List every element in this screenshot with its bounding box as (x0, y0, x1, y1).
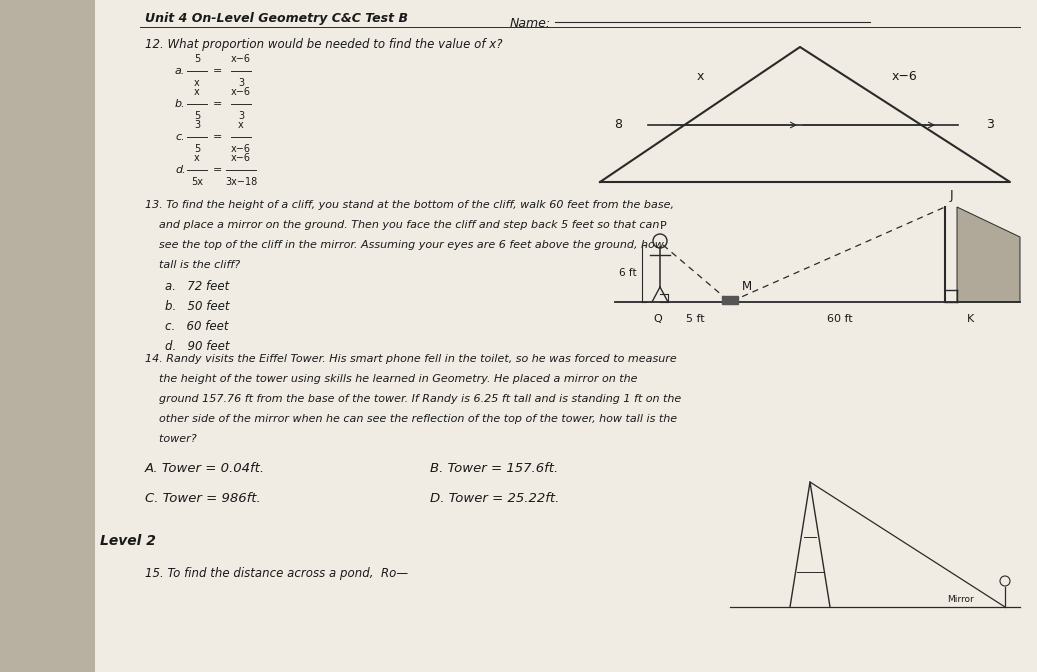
Text: J: J (950, 189, 954, 202)
Text: =: = (213, 165, 222, 175)
Text: Level 2: Level 2 (100, 534, 156, 548)
Text: =: = (213, 66, 222, 76)
Text: 3: 3 (237, 78, 244, 88)
Text: a.   72 feet: a. 72 feet (165, 280, 229, 293)
Text: 15. To find the distance across a pond,  Ro—: 15. To find the distance across a pond, … (145, 567, 409, 580)
Text: x−6: x−6 (892, 70, 918, 83)
Text: 5: 5 (194, 144, 200, 154)
Text: Q: Q (653, 314, 663, 324)
Text: D. Tower = 25.22ft.: D. Tower = 25.22ft. (430, 492, 559, 505)
Text: Mirror: Mirror (947, 595, 974, 604)
Text: 5: 5 (194, 111, 200, 121)
Text: x: x (194, 87, 200, 97)
Text: 8: 8 (614, 118, 622, 130)
Text: 3x−18: 3x−18 (225, 177, 257, 187)
Text: and place a mirror on the ground. Then you face the cliff and step back 5 feet s: and place a mirror on the ground. Then y… (145, 220, 660, 230)
Text: 3: 3 (986, 118, 993, 130)
Text: x: x (239, 120, 244, 130)
Text: x−6: x−6 (231, 54, 251, 64)
Text: 5x: 5x (191, 177, 203, 187)
Text: Unit 4 On-Level Geometry C&C Test B: Unit 4 On-Level Geometry C&C Test B (145, 12, 408, 25)
Text: A. Tower = 0.04ft.: A. Tower = 0.04ft. (145, 462, 265, 475)
Text: x: x (194, 153, 200, 163)
Text: x−6: x−6 (231, 87, 251, 97)
Text: ground 157.76 ft from the base of the tower. If Randy is 6.25 ft tall and is sta: ground 157.76 ft from the base of the to… (145, 394, 681, 404)
Text: P: P (660, 221, 667, 231)
Text: 5 ft: 5 ft (685, 314, 704, 324)
Text: d.   90 feet: d. 90 feet (165, 340, 229, 353)
Text: other side of the mirror when he can see the reflection of the top of the tower,: other side of the mirror when he can see… (145, 414, 677, 424)
Text: b.   50 feet: b. 50 feet (165, 300, 229, 313)
Polygon shape (957, 207, 1020, 302)
Polygon shape (0, 0, 95, 672)
Text: tower?: tower? (145, 434, 197, 444)
Text: 3: 3 (237, 111, 244, 121)
Text: 60 ft: 60 ft (828, 314, 852, 324)
Bar (722, 296, 738, 304)
Text: 14. Randy visits the Eiffel Tower. His smart phone fell in the toilet, so he was: 14. Randy visits the Eiffel Tower. His s… (145, 354, 677, 364)
Text: tall is the cliff?: tall is the cliff? (145, 260, 241, 270)
Text: see the top of the cliff in the mirror. Assuming your eyes are 6 feet above the : see the top of the cliff in the mirror. … (145, 240, 664, 250)
Text: K: K (966, 314, 974, 324)
Text: 5: 5 (194, 54, 200, 64)
Text: x: x (194, 78, 200, 88)
Text: the height of the tower using skills he learned in Geometry. He placed a mirror : the height of the tower using skills he … (145, 374, 638, 384)
Text: B. Tower = 157.6ft.: B. Tower = 157.6ft. (430, 462, 558, 475)
Text: 13. To find the height of a cliff, you stand at the bottom of the cliff, walk 60: 13. To find the height of a cliff, you s… (145, 200, 674, 210)
Text: 3: 3 (194, 120, 200, 130)
Text: C. Tower = 986ft.: C. Tower = 986ft. (145, 492, 260, 505)
Text: =: = (213, 132, 222, 142)
Text: c.   60 feet: c. 60 feet (165, 320, 228, 333)
Text: c.: c. (175, 132, 185, 142)
Text: x−6: x−6 (231, 153, 251, 163)
Text: d.: d. (175, 165, 186, 175)
Text: 6 ft: 6 ft (619, 269, 637, 278)
Text: 12. What proportion would be needed to find the value of x?: 12. What proportion would be needed to f… (145, 38, 503, 51)
Text: a.: a. (175, 66, 186, 76)
Text: x−6: x−6 (231, 144, 251, 154)
Text: M: M (742, 280, 752, 294)
Polygon shape (95, 0, 1037, 672)
Text: x: x (696, 70, 704, 83)
Text: Name:: Name: (510, 17, 551, 30)
Text: b.: b. (175, 99, 186, 109)
Text: =: = (213, 99, 222, 109)
